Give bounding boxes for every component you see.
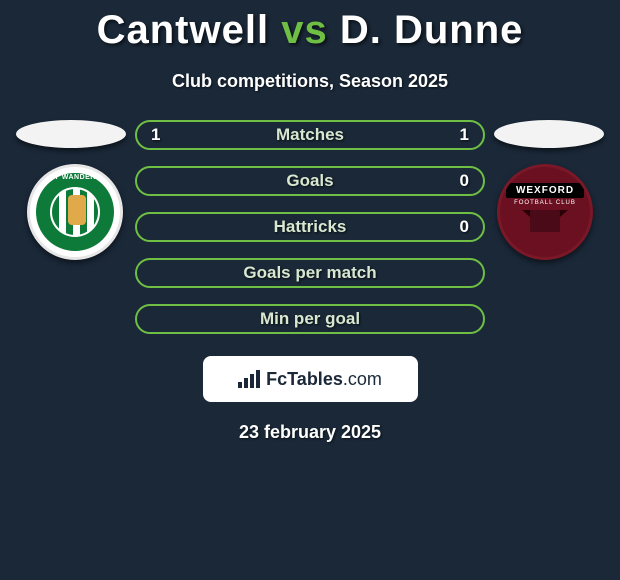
stat-label: Hattricks	[181, 217, 439, 237]
wexford-banner-text: WEXFORD	[506, 183, 584, 198]
stats-column: 1 Matches 1 Goals 0 Hattricks 0 Goals pe…	[135, 120, 485, 334]
comparison-content: BRAY WANDERERS 1 Matches 1 Goals 0 Hattr…	[0, 120, 620, 334]
subtitle: Club competitions, Season 2025	[0, 71, 620, 92]
attribution-text: FcTables.com	[266, 369, 382, 390]
stat-row-min-per-goal: Min per goal	[135, 304, 485, 334]
team-logo-bray: BRAY WANDERERS	[27, 164, 123, 260]
stat-label: Min per goal	[181, 309, 439, 329]
stat-row-goals: Goals 0	[135, 166, 485, 196]
bray-ring-text: BRAY WANDERERS	[30, 174, 120, 181]
player1-silhouette	[16, 120, 126, 148]
stat-value-left: 1	[151, 125, 181, 145]
player2-name: D. Dunne	[340, 8, 524, 52]
stat-label: Goals per match	[181, 263, 439, 283]
right-side: WEXFORD FOOTBALL CLUB	[485, 120, 605, 260]
player1-name: Cantwell	[97, 8, 269, 52]
stat-row-hattricks: Hattricks 0	[135, 212, 485, 242]
stat-value-right: 1	[439, 125, 469, 145]
page-title: Cantwell vs D. Dunne	[0, 0, 620, 53]
bar-chart-icon	[238, 370, 260, 388]
team-logo-wexford: WEXFORD FOOTBALL CLUB	[497, 164, 593, 260]
stat-label: Matches	[181, 125, 439, 145]
stat-row-matches: 1 Matches 1	[135, 120, 485, 150]
vs-label: vs	[281, 8, 328, 52]
attribution-badge: FcTables.com	[203, 356, 418, 402]
stat-label: Goals	[181, 171, 439, 191]
wexford-sub-text: FOOTBALL CLUB	[514, 200, 576, 206]
attribution-brand: FcTables	[266, 369, 343, 389]
stat-row-goals-per-match: Goals per match	[135, 258, 485, 288]
stat-value-right: 0	[439, 171, 469, 191]
stat-value-right: 0	[439, 217, 469, 237]
attribution-domain: .com	[343, 369, 382, 389]
wexford-crest-icon	[522, 210, 568, 248]
player2-silhouette	[494, 120, 604, 148]
date-label: 23 february 2025	[0, 422, 620, 443]
left-side: BRAY WANDERERS	[15, 120, 135, 260]
